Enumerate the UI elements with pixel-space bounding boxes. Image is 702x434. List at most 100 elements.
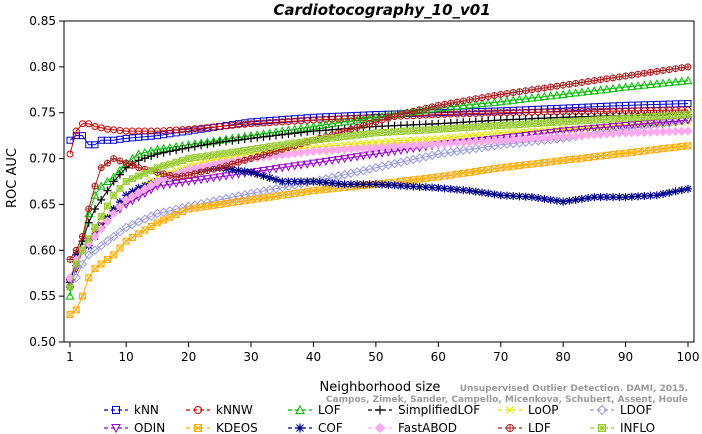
data-point [540,194,549,203]
data-point [191,204,199,212]
data-point [403,127,411,135]
data-point [553,118,561,126]
data-point [472,123,480,131]
data-point [659,67,667,74]
data-point [428,126,436,134]
data-point [547,83,555,91]
data-point [390,181,399,190]
data-point [140,214,150,224]
data-point [115,202,125,212]
data-point [316,186,324,194]
data-point [340,155,350,164]
data-point [97,124,105,132]
data-point [671,77,680,86]
data-point [110,191,118,199]
data-point [453,98,461,106]
data-point [546,129,556,138]
data-point [366,139,374,147]
data-point [278,130,287,139]
data-point [302,160,312,169]
data-point [90,245,100,255]
data-point [315,178,324,187]
data-point [146,180,156,190]
data-point [540,119,548,127]
legend-item-LDOF: LDOF [590,403,652,417]
data-point [602,84,612,93]
data-point [584,153,592,161]
data-point [665,66,673,74]
data-point [247,196,255,204]
data-point [589,124,599,133]
data-point [284,129,293,138]
data-point [478,123,486,131]
data-point [178,172,186,180]
data-point [652,191,661,200]
data-point [459,124,467,132]
data-point [634,70,642,78]
data-point [558,127,568,136]
data-point [284,190,292,198]
data-point [453,133,461,141]
data-point [683,126,693,136]
data-point [166,171,174,179]
data-point [228,199,236,207]
data-point [515,94,524,104]
data-point [590,153,598,161]
data-point [141,169,149,177]
data-point [634,148,642,156]
data-point [565,156,573,164]
x-tick-label: 100 [677,350,700,364]
data-point [634,113,642,121]
data-point [384,180,393,189]
data-point [434,134,442,142]
data-point [259,132,268,141]
data-point [590,77,598,85]
data-point [172,146,181,155]
data-point [571,126,581,135]
data-point [284,163,293,172]
data-point [446,185,455,194]
data-point [466,123,474,131]
data-point [597,152,605,160]
data-point [447,124,455,132]
data-point [559,156,567,164]
data-point [459,97,467,105]
y-tick-label: 0.85 [29,14,56,28]
data-point [77,259,88,269]
x-tick-label: 40 [306,350,321,364]
data-point [66,136,74,144]
data-point [614,122,624,131]
data-point [272,192,280,200]
data-point [490,190,499,199]
data-point [597,116,605,124]
data-point [347,132,355,140]
data-point [639,127,650,138]
data-point [453,185,462,194]
legend-label: INFLO [620,421,655,434]
y-tick-label: 0.55 [29,289,56,303]
data-point [584,194,593,203]
data-point [197,168,205,176]
data-point [303,137,311,145]
y-tick-label: 0.80 [29,60,56,74]
legend-swatch-marker [596,404,608,416]
data-point [303,127,312,136]
data-point [559,81,567,89]
data-point [97,195,106,204]
data-point [215,173,225,182]
data-point [284,177,293,186]
legend: kNN kNNW LOF SimplifiedLOF LoOP LDOF ODIN KDEOS… [104,403,655,434]
legend-label: COF [318,421,343,434]
data-point [78,292,86,300]
data-point [478,94,486,102]
data-point [234,135,243,144]
data-point [278,177,287,186]
data-point [515,120,523,128]
data-point [409,176,417,184]
data-point [391,112,399,120]
data-point [565,118,573,126]
data-point [372,118,380,126]
data-point [333,155,343,165]
data-point [128,233,136,241]
data-point [622,72,630,80]
